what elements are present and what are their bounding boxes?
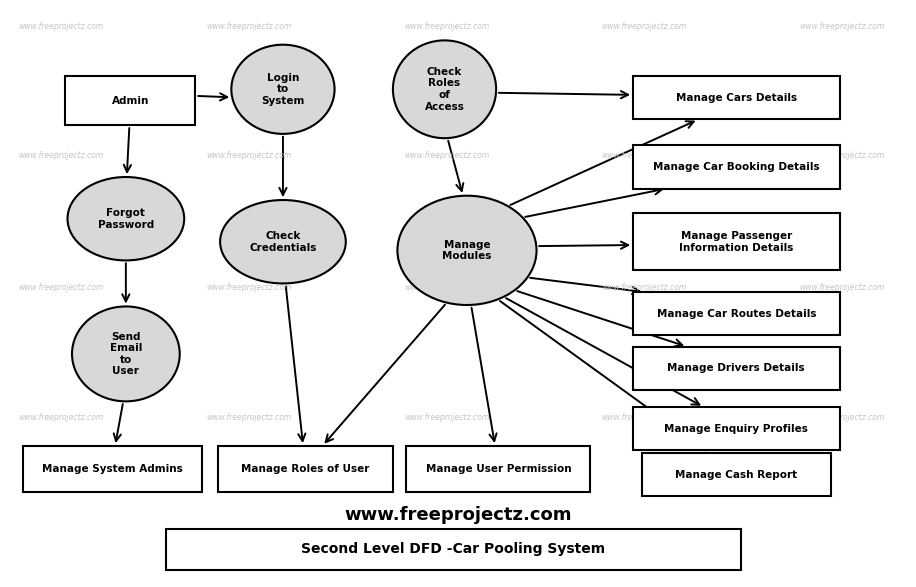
Text: www.freeprojectz.com: www.freeprojectz.com	[207, 22, 292, 31]
Text: www.freeprojectz.com: www.freeprojectz.com	[18, 413, 104, 421]
FancyBboxPatch shape	[633, 213, 840, 271]
Text: www.freeprojectz.com: www.freeprojectz.com	[18, 284, 104, 292]
Text: Manage Car Routes Details: Manage Car Routes Details	[657, 309, 816, 319]
Text: www.freeprojectz.com: www.freeprojectz.com	[602, 22, 687, 31]
Text: Manage Enquiry Profiles: Manage Enquiry Profiles	[664, 424, 808, 434]
Text: www.freeprojectz.com: www.freeprojectz.com	[404, 151, 489, 160]
Ellipse shape	[220, 200, 346, 284]
Text: www.freeprojectz.com: www.freeprojectz.com	[344, 506, 572, 524]
Text: Manage Cash Report: Manage Cash Report	[675, 470, 797, 480]
Text: Second Level DFD -Car Pooling System: Second Level DFD -Car Pooling System	[301, 542, 605, 556]
Text: Manage Roles of User: Manage Roles of User	[241, 464, 369, 474]
Text: www.freeprojectz.com: www.freeprojectz.com	[799, 151, 884, 160]
Ellipse shape	[398, 195, 537, 305]
Text: Send
Email
to
User: Send Email to User	[110, 332, 142, 376]
FancyBboxPatch shape	[65, 76, 195, 125]
Text: Check
Credentials: Check Credentials	[249, 231, 317, 252]
Text: Manage Cars Details: Manage Cars Details	[676, 93, 797, 103]
FancyBboxPatch shape	[633, 407, 840, 450]
FancyBboxPatch shape	[633, 347, 840, 390]
Text: www.freeprojectz.com: www.freeprojectz.com	[404, 284, 489, 292]
FancyBboxPatch shape	[633, 292, 840, 335]
FancyBboxPatch shape	[407, 446, 591, 492]
Text: www.freeprojectz.com: www.freeprojectz.com	[602, 413, 687, 421]
Text: Manage User Permission: Manage User Permission	[426, 464, 572, 474]
Ellipse shape	[68, 177, 184, 261]
Text: Manage Car Booking Details: Manage Car Booking Details	[653, 162, 820, 172]
Text: Forgot
Password: Forgot Password	[98, 208, 154, 230]
Text: www.freeprojectz.com: www.freeprojectz.com	[799, 284, 884, 292]
Text: www.freeprojectz.com: www.freeprojectz.com	[404, 413, 489, 421]
FancyBboxPatch shape	[218, 446, 393, 492]
FancyBboxPatch shape	[633, 146, 840, 188]
FancyBboxPatch shape	[633, 76, 840, 120]
Text: Manage Passenger
Information Details: Manage Passenger Information Details	[679, 231, 793, 252]
FancyBboxPatch shape	[23, 446, 202, 492]
Text: www.freeprojectz.com: www.freeprojectz.com	[207, 413, 292, 421]
Text: www.freeprojectz.com: www.freeprojectz.com	[18, 22, 104, 31]
Text: www.freeprojectz.com: www.freeprojectz.com	[404, 22, 489, 31]
Ellipse shape	[232, 45, 334, 134]
Text: Manage Drivers Details: Manage Drivers Details	[668, 363, 805, 373]
Text: Admin: Admin	[112, 96, 149, 106]
Text: Login
to
System: Login to System	[261, 73, 305, 106]
FancyBboxPatch shape	[642, 453, 831, 496]
Text: www.freeprojectz.com: www.freeprojectz.com	[602, 151, 687, 160]
FancyBboxPatch shape	[166, 529, 741, 569]
Ellipse shape	[393, 41, 496, 138]
Text: www.freeprojectz.com: www.freeprojectz.com	[207, 151, 292, 160]
Text: Manage
Modules: Manage Modules	[442, 239, 492, 261]
Ellipse shape	[72, 306, 180, 402]
Text: Check
Roles
of
Access: Check Roles of Access	[425, 67, 464, 112]
Text: www.freeprojectz.com: www.freeprojectz.com	[799, 413, 884, 421]
Text: www.freeprojectz.com: www.freeprojectz.com	[799, 22, 884, 31]
Text: Manage System Admins: Manage System Admins	[42, 464, 183, 474]
Text: www.freeprojectz.com: www.freeprojectz.com	[18, 151, 104, 160]
Text: www.freeprojectz.com: www.freeprojectz.com	[207, 284, 292, 292]
Text: www.freeprojectz.com: www.freeprojectz.com	[602, 284, 687, 292]
